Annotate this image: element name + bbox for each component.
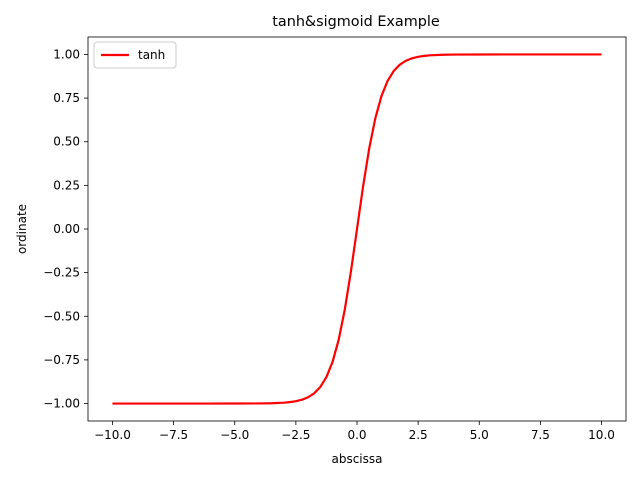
y-axis-label: ordinate: [15, 204, 29, 254]
x-tick-label: 0.0: [347, 428, 366, 442]
y-tick-label: 0.75: [53, 91, 80, 105]
y-tick-label: 1.00: [53, 47, 80, 61]
y-tick-label: 0.50: [53, 135, 80, 149]
series-line-tanh: [112, 53, 602, 405]
x-tick-label: −5.0: [220, 428, 249, 442]
x-tick-label: −7.5: [159, 428, 188, 442]
y-tick-label: −0.25: [43, 266, 80, 280]
x-tick-label: −2.5: [281, 428, 310, 442]
x-axis-label: abscissa: [331, 452, 382, 466]
y-tick-label: 0.00: [53, 222, 80, 236]
y-tick-label: 0.25: [53, 178, 80, 192]
y-axis-ticks: −1.00 −0.75 −0.50 −0.25 0.00 0.25 0.50 0.75 1.00: [43, 47, 88, 411]
y-tick-label: −0.50: [43, 309, 80, 323]
legend-box: [93, 41, 177, 69]
x-tick-label: 2.5: [409, 428, 428, 442]
y-tick-label: −1.00: [43, 397, 80, 411]
x-tick-label: −10.0: [94, 428, 131, 442]
legend: tanh: [93, 41, 177, 69]
plot-frame: [87, 36, 627, 422]
x-tick-label: 5.0: [470, 428, 489, 442]
x-tick-label: 10.0: [588, 428, 615, 442]
chart-title: tanh&sigmoid Example: [272, 14, 440, 30]
series-layer: [112, 53, 602, 405]
legend-label-tanh: tanh: [138, 48, 165, 62]
x-tick-label: 7.5: [531, 428, 550, 442]
y-tick-label: −0.75: [43, 353, 80, 367]
x-axis-ticks: −10.0 −7.5 −5.0 −2.5 0.0 2.5 5.0 7.5 10.0: [94, 421, 615, 442]
